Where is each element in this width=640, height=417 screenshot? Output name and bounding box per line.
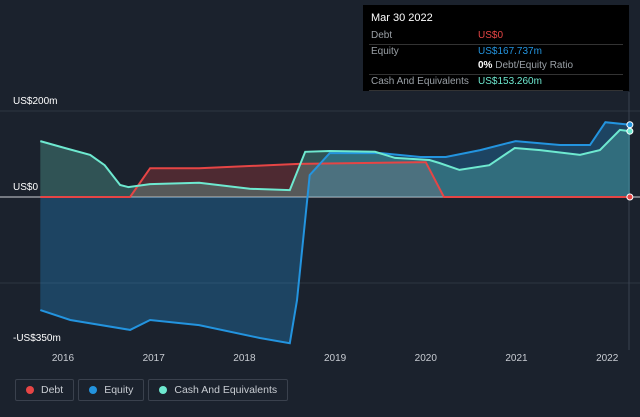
x-tick-label: 2020 (414, 353, 437, 364)
y-tick-label: US$0 (13, 182, 39, 193)
legend-debt[interactable]: Debt (15, 379, 75, 401)
x-tick-label: 2022 (596, 353, 619, 364)
tooltip-date: Mar 30 2022 (371, 12, 433, 24)
line-equity (39, 121, 631, 345)
legend: Debt Equity Cash And Equivalents (15, 379, 289, 401)
cash-value: US$153.260m (478, 76, 542, 87)
line-cash-and-equivalents (40, 128, 631, 192)
x-tick-label: 2016 (51, 353, 75, 364)
x-tick-label: 2019 (323, 353, 347, 364)
point-marker (626, 193, 634, 201)
ratio-label: Debt/Equity Ratio (495, 60, 574, 71)
legend-equity[interactable]: Equity (78, 379, 145, 401)
point-marker (626, 127, 634, 135)
debt-label: Debt (371, 30, 393, 41)
legend-cash[interactable]: Cash And Equivalents (148, 379, 289, 401)
legend-label: Equity (104, 384, 134, 396)
area-equity (40, 122, 630, 344)
y-tick-label: -US$350m (13, 333, 61, 344)
x-tick-label: 2017 (142, 353, 165, 364)
y-tick-label: US$200m (13, 96, 58, 107)
tooltip: Mar 30 2022 Debt US$0 Equity US$167.737m 0… (363, 5, 629, 91)
legend-label: Cash And Equivalents (174, 384, 278, 396)
equity-dot-icon (89, 386, 98, 394)
area-debt (40, 162, 630, 197)
equity-label: Equity (371, 46, 399, 57)
equity-value: US$167.737m (478, 46, 542, 57)
x-tick-label: 2018 (233, 353, 256, 364)
line-debt (40, 161, 630, 198)
cash-label: Cash And Equivalents (371, 76, 469, 87)
debt-dot-icon (26, 386, 34, 394)
ratio-value: 0% (478, 60, 493, 71)
legend-label: Debt (41, 384, 64, 396)
cash-dot-icon (159, 386, 168, 394)
point-marker (626, 121, 634, 129)
debt-value: US$0 (478, 30, 504, 41)
x-tick-label: 2021 (505, 353, 528, 364)
